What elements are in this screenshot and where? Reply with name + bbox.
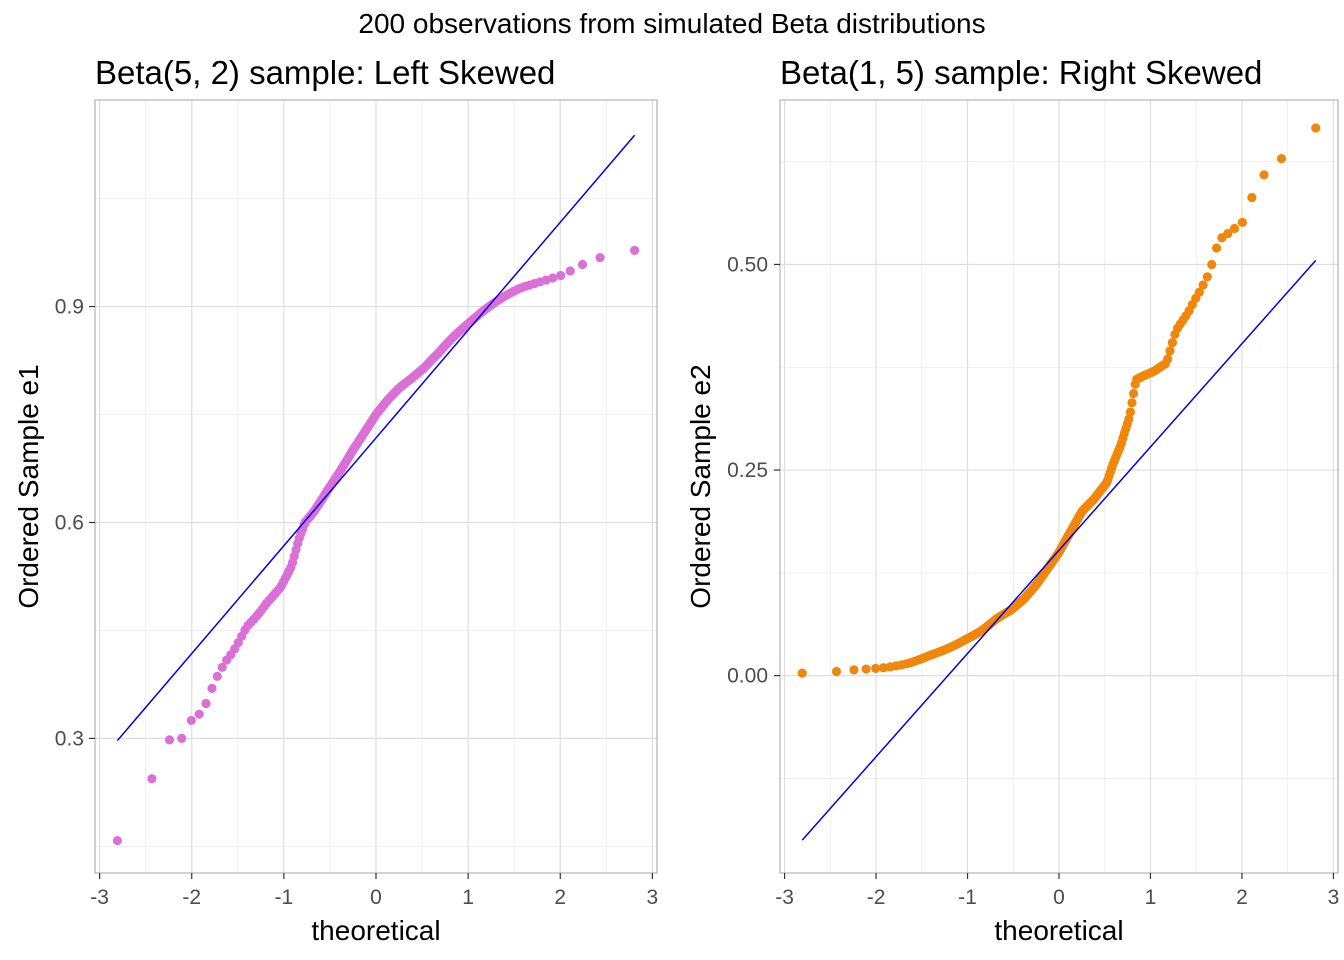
x-tick-label: -1: [275, 886, 294, 909]
x-tick-label: -2: [182, 886, 201, 909]
sample-point: [797, 668, 807, 678]
panel-title: Beta(5, 2) sample: Left Skewed: [95, 54, 555, 91]
y-tick-label: 0.9: [55, 296, 84, 319]
sample-point: [1311, 123, 1321, 133]
sample-point: [556, 270, 566, 281]
sample-point: [1247, 192, 1257, 203]
sample-point: [164, 735, 175, 745]
sample-point: [1223, 229, 1233, 239]
sample-point: [565, 266, 575, 276]
sample-point: [849, 665, 859, 675]
right-qq-plot: -3 -2 -1 0 1 2 3 0.00 0.25 0.50 Beta(1, 5) sample:…: [685, 54, 1339, 946]
sample-point: [1198, 280, 1208, 290]
x-axis-label: theoretical: [311, 915, 440, 946]
x-tick-label: 0: [1053, 886, 1065, 909]
sample-point: [630, 245, 640, 256]
sample-point: [1127, 398, 1137, 408]
left-qq-plot: -3 -2 -1 0 1 2 3 0.3 0.6 0.9 Beta(5, 2) sample: Le…: [13, 54, 658, 946]
y-axis-label: Ordered Sample e1: [13, 364, 44, 608]
sample-point: [1128, 388, 1139, 399]
sample-point: [871, 663, 881, 674]
x-tick-label: -3: [90, 886, 109, 909]
sample-point: [1194, 287, 1204, 297]
y-tick-label: 0.25: [727, 459, 768, 482]
x-tick-label: -3: [775, 886, 794, 909]
figure-title: 200 observations from simulated Beta dis…: [358, 8, 985, 39]
sample-point: [201, 698, 211, 709]
sample-point: [1207, 259, 1217, 270]
sample-point: [1202, 272, 1212, 282]
sample-point: [186, 715, 196, 726]
sample-point: [177, 733, 187, 744]
sample-point: [1229, 223, 1240, 234]
panel-title: Beta(1, 5) sample: Right Skewed: [780, 54, 1262, 91]
sample-point: [147, 774, 157, 784]
x-tick-label: -2: [867, 886, 886, 909]
sample-point: [1165, 346, 1175, 356]
y-axis-label: Ordered Sample e2: [685, 364, 716, 608]
sample-point: [1167, 337, 1178, 348]
sample-point: [878, 663, 889, 673]
x-tick-label: -1: [958, 886, 977, 909]
x-axis-label: theoretical: [994, 915, 1123, 946]
x-tick-label: 3: [647, 886, 659, 909]
sample-point: [548, 273, 558, 283]
sample-point: [577, 259, 588, 270]
x-tick-label: 1: [1145, 886, 1157, 909]
sample-point: [1237, 217, 1247, 227]
sample-point: [1124, 414, 1134, 424]
x-tick-label: 1: [462, 886, 474, 909]
sample-point: [1276, 154, 1287, 164]
reference-line: [116, 134, 636, 742]
x-tick-label: 3: [1328, 886, 1340, 909]
y-tick-label: 0.50: [727, 253, 768, 276]
x-tick-label: 0: [370, 886, 382, 909]
sample-point: [1211, 243, 1222, 253]
y-tick-label: 0.00: [727, 665, 768, 688]
sample-point: [207, 683, 217, 693]
sample-point: [595, 253, 605, 263]
x-tick-label: 2: [554, 886, 566, 909]
sample-point: [1163, 354, 1173, 364]
sample-point: [831, 666, 842, 677]
sample-point: [1125, 407, 1136, 417]
sample-point: [861, 664, 871, 674]
x-tick-label: 2: [1236, 886, 1248, 909]
y-tick-label: 0.3: [55, 727, 84, 750]
sample-point: [1259, 170, 1269, 180]
sample-point: [112, 836, 122, 846]
sample-point: [217, 662, 227, 672]
sample-point: [212, 671, 222, 681]
reference-line: [801, 259, 1317, 841]
y-tick-label: 0.6: [55, 511, 84, 534]
sample-point: [194, 709, 204, 719]
